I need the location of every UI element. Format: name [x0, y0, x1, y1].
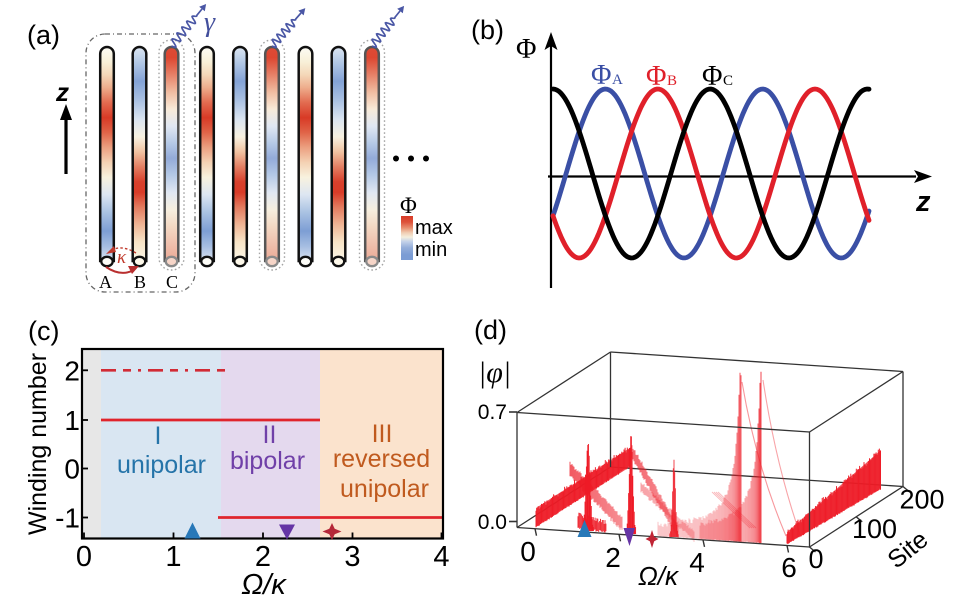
svg-text:min: min [415, 239, 447, 261]
svg-text:200: 200 [899, 485, 944, 515]
svg-text:B: B [667, 73, 677, 89]
svg-text:4: 4 [433, 541, 449, 573]
svg-text:0: 0 [64, 454, 80, 485]
svg-text:κ: κ [117, 247, 127, 268]
svg-text:|φ|: |φ| [478, 356, 511, 389]
svg-text:Φ: Φ [646, 61, 666, 92]
svg-text:reversed: reversed [333, 445, 430, 473]
svg-text:max: max [415, 217, 453, 239]
svg-text:Φ: Φ [591, 60, 611, 91]
svg-text:z: z [55, 77, 69, 107]
svg-text:II: II [263, 421, 277, 449]
svg-text:0.0: 0.0 [478, 511, 507, 534]
svg-text:C: C [166, 272, 178, 292]
svg-text:1: 1 [64, 405, 80, 436]
svg-text:0.7: 0.7 [478, 401, 507, 424]
svg-text:Φ: Φ [516, 34, 536, 65]
svg-text:unipolar: unipolar [117, 451, 206, 479]
svg-text:(c): (c) [28, 316, 59, 346]
svg-text:(d): (d) [474, 315, 507, 345]
svg-text:I: I [155, 422, 162, 450]
svg-text:0: 0 [520, 536, 536, 567]
svg-text:1: 1 [165, 541, 181, 573]
svg-text:2: 2 [255, 541, 271, 573]
svg-text:Φ: Φ [702, 61, 722, 92]
svg-text:0: 0 [76, 541, 92, 573]
svg-text:6: 6 [781, 552, 797, 583]
svg-text:A: A [99, 272, 112, 292]
svg-text:2: 2 [605, 542, 621, 573]
svg-text:-1: -1 [55, 503, 80, 534]
svg-text:0: 0 [808, 544, 823, 574]
svg-text:(b): (b) [471, 15, 504, 45]
svg-text:III: III [372, 420, 393, 448]
svg-text:unipolar: unipolar [340, 475, 429, 503]
svg-text:2: 2 [64, 355, 80, 386]
svg-text:Ω/κ: Ω/κ [638, 561, 680, 591]
svg-text:γ: γ [204, 7, 216, 38]
svg-text:C: C [723, 73, 733, 89]
svg-text:(a): (a) [27, 20, 60, 50]
svg-text:B: B [134, 272, 146, 292]
svg-text:Φ: Φ [400, 193, 417, 218]
svg-text:4: 4 [689, 547, 705, 578]
svg-text:100: 100 [852, 514, 897, 544]
svg-text:Ω/κ: Ω/κ [241, 569, 287, 601]
svg-text:z: z [915, 186, 931, 218]
svg-text:Winding number: Winding number [24, 353, 52, 535]
svg-text:3: 3 [344, 541, 360, 573]
svg-text:bipolar: bipolar [230, 447, 305, 475]
svg-text:A: A [612, 72, 623, 88]
